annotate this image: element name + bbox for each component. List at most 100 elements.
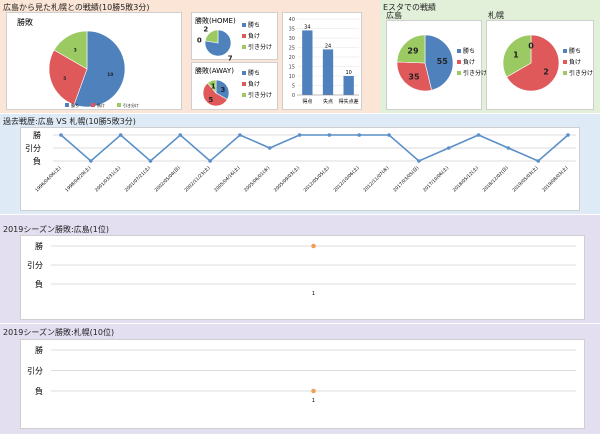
pie-slice-負け — [506, 34, 560, 92]
bar-y-tick: 10 — [289, 74, 295, 80]
estadium-sapporo-label: 札幌 — [488, 11, 504, 20]
bar-category-label: 得点 — [302, 98, 312, 105]
legend-label-勝ち: 勝ち — [248, 69, 260, 77]
legend-swatch-引き分け — [242, 93, 246, 97]
pie-data-label: 10 — [107, 72, 113, 78]
line-x-label: 2001/07/21(土) — [123, 164, 152, 193]
legend-label-勝ち: 勝ち — [71, 102, 79, 108]
line-x-label: 2005/06/01(水) — [242, 164, 271, 193]
season-hiroshima-section: 2019シーズン勝敗:広島(1位) 負 引分 勝 1 — [0, 215, 600, 323]
goals-bar-chart: 0 5 10 15 20 25 30 35 40 34 得点 24 失点 10 得失点差 — [289, 17, 359, 105]
line-x-label: 2002/05/04(日) — [153, 165, 181, 193]
pie-data-label: 5 — [208, 96, 213, 104]
line-x-label: 2018/12/02(日) — [482, 165, 510, 193]
pie-slice-引き分け — [53, 30, 88, 70]
line-x-label: 2005/04/16(土) — [212, 164, 241, 193]
pie-slice-勝ち — [73, 30, 126, 108]
line-series — [60, 133, 569, 163]
line-point — [566, 133, 570, 137]
season-sapporo-line-chart: 負 引分 勝 1 — [27, 345, 576, 404]
line-x-label: 2019/05/03(土) — [511, 164, 540, 193]
bar-category-label: 得失点差 — [339, 98, 359, 105]
legend-label-引き分け: 引き分け — [123, 102, 139, 108]
legend-swatch-引き分け — [457, 71, 461, 75]
line-point — [387, 133, 391, 137]
history-title: 過去戦歴:広島 VS 札幌(10勝5敗3分) — [3, 117, 136, 126]
bar-失点 — [322, 49, 334, 95]
bar-y-tick: 35 — [289, 27, 295, 33]
bar-value-label: 10 — [345, 70, 351, 76]
legend-swatch-負け — [457, 60, 461, 64]
bar-y-tick: 0 — [292, 93, 295, 99]
pie-slice-引き分け — [204, 29, 219, 44]
line-point — [238, 133, 242, 137]
legend-label-勝ち: 勝ち — [569, 47, 581, 55]
legend-swatch-勝ち — [457, 49, 461, 53]
bar-value-label: 24 — [325, 43, 331, 49]
legend-label-勝ち: 勝ち — [463, 47, 475, 55]
legend-swatch-勝ち — [563, 49, 567, 53]
line-point — [446, 146, 451, 150]
season-sapporo-title: 2019シーズン勝敗:札幌(10位) — [3, 328, 115, 337]
season-hiroshima-line-chart: 負 引分 勝 1 — [27, 241, 576, 297]
line-x-label: 2005/09/03(土) — [272, 164, 301, 193]
line-y-label: 勝 — [35, 345, 43, 355]
line-x-label: 2002/11/23(土) — [183, 164, 212, 193]
line-x-label: 2018/05/12(土) — [451, 164, 480, 193]
line-y-label: 負 — [35, 279, 43, 289]
season-hiroshima-title: 2019シーズン勝敗:広島(1位) — [3, 225, 109, 234]
line-x-label: 1 — [312, 398, 315, 404]
line-point — [297, 133, 302, 137]
line-x-label: 2001/03/31(土) — [93, 164, 122, 193]
bar-value-label: 34 — [304, 24, 310, 30]
bar-y-tick: 5 — [292, 84, 295, 90]
legend-label-引き分け: 引き分け — [569, 69, 593, 77]
line-y-label: 勝 — [33, 130, 41, 140]
pie-data-label: 0 — [528, 42, 534, 51]
legend-swatch-引き分け — [242, 45, 246, 49]
bar-category-label: 失点 — [323, 98, 333, 105]
line-point — [506, 146, 511, 150]
legend-label-負け: 負け — [569, 58, 581, 66]
history-panel: 負 引分 勝 1996/04/06(土) 1998/04/29(土) 2001/03/31… — [20, 127, 580, 211]
line-point — [536, 159, 540, 163]
pie-data-label: 5 — [63, 76, 66, 82]
line-x-label: 1996/04/06(土) — [33, 164, 62, 193]
line-point — [327, 133, 332, 137]
legend-label-負け: 負け — [97, 102, 105, 108]
legend-swatch-勝ち — [65, 103, 69, 107]
line-point — [148, 159, 153, 163]
pie-slice-負け — [396, 61, 432, 92]
line-y-label: 勝 — [35, 241, 43, 251]
bar-得点 — [302, 30, 313, 95]
overall-pie-chart: 勝敗 10 5 3 勝ち 負け 引き分け — [17, 17, 139, 108]
line-x-label: 2012/11/07(水) — [362, 164, 391, 193]
season-sapporo-panel: 負 引分 勝 1 — [20, 339, 585, 429]
legend-swatch-負け — [242, 34, 246, 38]
estadium-hiroshima-label: 広島 — [386, 11, 402, 20]
legend-swatch-勝ち — [242, 23, 246, 27]
overall-pie-panel: 勝敗 10 5 3 勝ち 負け 引き分け — [6, 12, 182, 110]
line-point — [311, 243, 316, 249]
line-point — [59, 133, 63, 137]
legend-swatch-負け — [91, 103, 95, 107]
line-x-label: 1998/04/29(土) — [63, 164, 92, 193]
line-y-label: 引分 — [27, 261, 43, 270]
line-point — [476, 133, 481, 137]
pie-data-label: 3 — [221, 86, 226, 94]
line-point — [208, 159, 212, 163]
season-sapporo-section: 2019シーズン勝敗:札幌(10位) 負 引分 勝 1 — [0, 324, 600, 434]
pie-data-label: 55 — [437, 57, 449, 66]
pie-slice-勝ち — [424, 34, 454, 91]
line-point — [311, 388, 316, 394]
bar-y-tick: 15 — [289, 65, 295, 71]
pie-data-label: 0 — [197, 37, 202, 45]
legend-label-負け: 負け — [463, 58, 475, 66]
pie-slice-負け — [202, 82, 228, 107]
line-x-label: 2012/10/06(土) — [332, 164, 361, 193]
pie-data-label: 29 — [407, 46, 419, 55]
estadium-hiroshima-panel: 55 35 29 勝ち 負け 引き分け — [386, 20, 487, 110]
pie-data-label: 2 — [203, 25, 208, 33]
